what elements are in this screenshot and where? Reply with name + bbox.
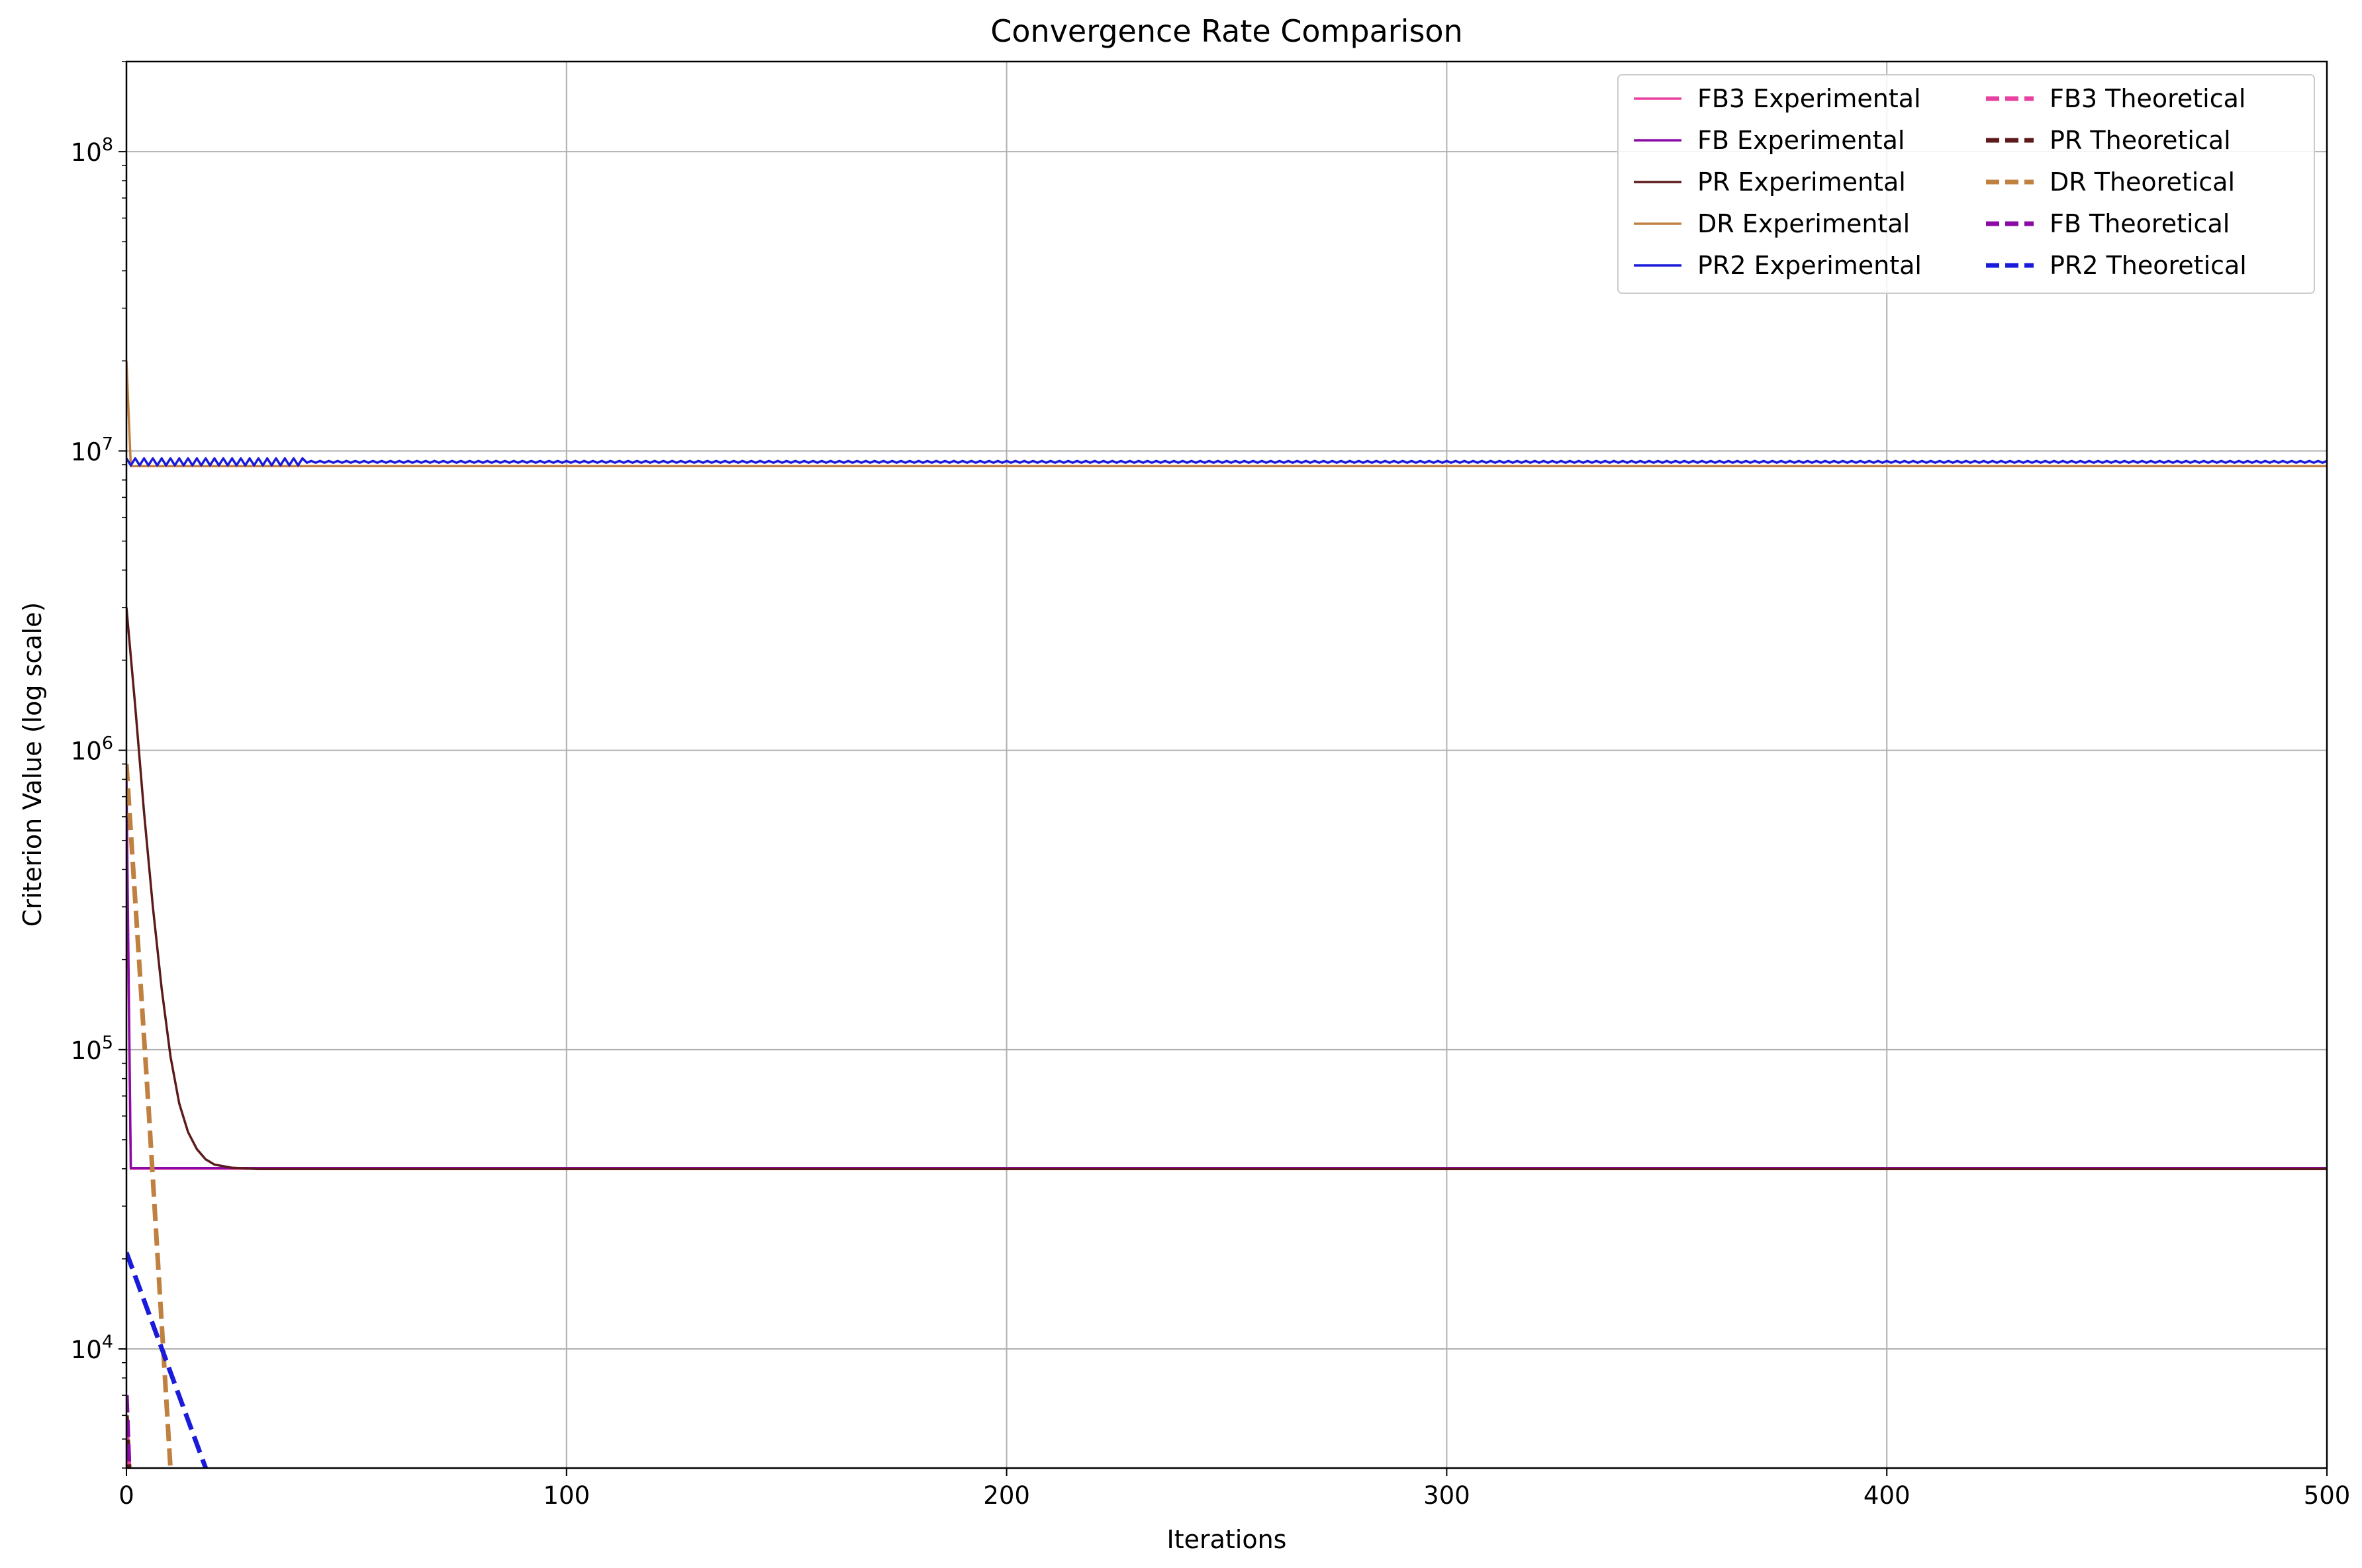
series-line-pr2-theoretical [126,1252,208,1468]
legend-label: PR Theoretical [2050,126,2231,155]
y-tick-label: 107 [71,434,113,466]
y-tick-label: 106 [71,733,113,766]
legend-box [1617,74,2315,294]
axis-ticks: 0 100 200 300 400 500 104 105 106 107 108 [71,61,2351,1510]
x-tick-label: 500 [2304,1481,2351,1510]
legend-label: PR Experimental [1697,167,1906,197]
legend-label: DR Experimental [1697,209,1910,238]
chart-title: Convergence Rate Comparison [990,13,1462,49]
legend-label: FB Theoretical [2050,209,2230,238]
legend-label: FB3 Theoretical [2050,84,2245,113]
axes-frame [125,60,2328,1469]
series-lines [126,361,2327,1468]
series-line-pr-experimental [126,607,2327,1171]
legend-label: FB Experimental [1697,126,1905,155]
legend-label: FB3 Experimental [1697,84,1921,113]
y-tick-label: 105 [71,1033,113,1065]
y-tick-label: 104 [71,1332,113,1364]
x-tick-label: 200 [983,1481,1030,1510]
x-tick-label: 400 [1864,1481,1911,1510]
x-tick-label: 0 [118,1481,134,1510]
plot-area [126,361,2327,1468]
series-line-dr-theoretical [126,764,173,1468]
series-line-pr2-experimental [126,457,2327,467]
y-tick-label: 108 [71,134,113,167]
legend: FB3 Experimental FB Experimental PR Experi… [1617,74,2315,294]
legend-label: PR2 Theoretical [2050,251,2247,280]
x-axis-label: Iterations [1167,1525,1287,1554]
x-tick-label: 100 [543,1481,590,1510]
x-tick-label: 300 [1423,1481,1470,1510]
legend-label: PR2 Experimental [1697,251,1922,280]
y-axis-label: Criterion Value (log scale) [18,602,47,927]
legend-label: DR Theoretical [2050,167,2235,197]
